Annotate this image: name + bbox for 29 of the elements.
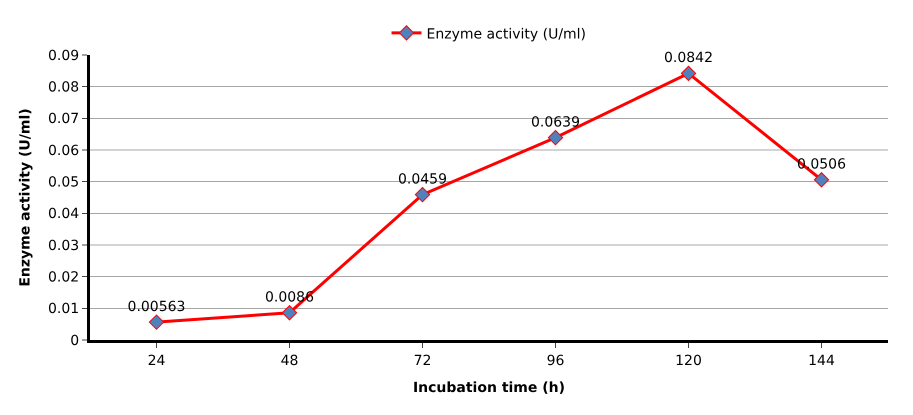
x-tick-label: 120 bbox=[675, 352, 702, 369]
y-tick-label: 0.03 bbox=[48, 238, 80, 254]
legend-label: Enzyme activity (U/ml) bbox=[426, 26, 586, 42]
data-label: 0.0459 bbox=[398, 171, 447, 188]
y-tick-label: 0.07 bbox=[48, 111, 80, 128]
point bbox=[414, 187, 430, 202]
x-tick-label: 24 bbox=[148, 352, 166, 369]
y-tick-label: 0 bbox=[70, 332, 80, 349]
data-label: 0.00563 bbox=[128, 298, 186, 315]
x-tick-label: 72 bbox=[414, 352, 432, 369]
x-axis-title: Incubation time (h) bbox=[412, 380, 566, 396]
y-tick-label: 0.06 bbox=[48, 142, 80, 159]
point bbox=[548, 130, 564, 146]
y-tick-label: 0.09 bbox=[48, 48, 80, 64]
y-tick-label: 0.01 bbox=[48, 301, 80, 318]
y-tick-label: 0.02 bbox=[48, 270, 80, 286]
y-tick-label: 0.05 bbox=[48, 174, 80, 191]
x-tick-label: 48 bbox=[280, 352, 298, 369]
y-tick-label: 0.08 bbox=[48, 80, 80, 96]
y-axis-title: Enzyme activity (U/ml) bbox=[18, 108, 34, 287]
point bbox=[680, 66, 696, 82]
x-tick-label: 144 bbox=[808, 352, 835, 369]
point bbox=[814, 172, 830, 188]
data-label: 0.0639 bbox=[531, 114, 580, 130]
x-tick-label: 96 bbox=[546, 352, 564, 369]
y-tick-label: 0.04 bbox=[48, 206, 80, 222]
point bbox=[282, 305, 298, 320]
point bbox=[148, 314, 164, 330]
data-label: 0.0842 bbox=[664, 50, 713, 66]
